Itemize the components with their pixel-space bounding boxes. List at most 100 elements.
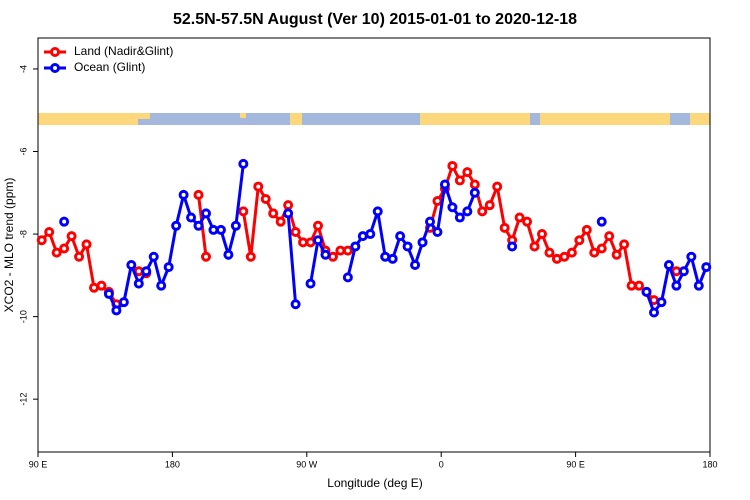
point	[537, 229, 547, 240]
point	[313, 235, 323, 246]
point	[402, 241, 413, 252]
land-strip	[240, 113, 246, 118]
point	[342, 245, 353, 256]
x-tick-label: 180	[702, 459, 717, 469]
point	[126, 260, 137, 271]
point	[36, 235, 47, 246]
point	[275, 216, 286, 227]
point	[499, 222, 510, 233]
y-tick-label: -12	[18, 393, 28, 406]
point	[589, 247, 600, 258]
point	[634, 280, 645, 291]
x-tick-label: 90 E	[566, 459, 585, 469]
point	[425, 216, 435, 227]
point	[74, 251, 85, 262]
point	[133, 278, 144, 289]
point	[604, 231, 615, 242]
point	[51, 247, 62, 258]
y-tick-label: -8	[18, 230, 28, 238]
land-strip	[138, 113, 150, 119]
point	[454, 175, 465, 186]
point	[268, 208, 279, 219]
point	[357, 231, 368, 242]
x-tick-label: 0	[439, 459, 444, 469]
point	[447, 202, 458, 213]
y-tick-label: -10	[18, 310, 28, 323]
legend-marker	[50, 47, 60, 57]
point	[313, 220, 323, 231]
point	[335, 245, 346, 256]
legend-label: Land (Nadir&Glint)	[74, 44, 173, 58]
point	[163, 262, 174, 273]
point	[387, 253, 398, 264]
point	[290, 299, 301, 310]
point	[44, 226, 55, 237]
point	[320, 249, 331, 260]
point	[186, 212, 197, 223]
point	[529, 241, 540, 252]
point	[342, 272, 353, 283]
point	[96, 280, 107, 291]
point	[447, 160, 458, 171]
point	[559, 251, 570, 262]
point	[477, 206, 488, 217]
point	[253, 181, 264, 192]
point	[641, 286, 652, 297]
point	[492, 181, 503, 192]
land-strip	[38, 113, 138, 125]
point	[671, 280, 682, 291]
point	[671, 266, 682, 277]
point	[454, 212, 465, 223]
point	[372, 206, 383, 217]
point	[283, 208, 294, 219]
point	[283, 200, 294, 211]
point	[522, 216, 533, 227]
point	[619, 239, 630, 250]
land-strip	[420, 113, 530, 125]
y-axis-label: XCO2 - MLO trend (ppm)	[2, 178, 16, 313]
point	[693, 280, 704, 291]
point	[178, 189, 189, 200]
point	[305, 237, 316, 248]
point	[193, 220, 204, 231]
land-strip	[690, 113, 710, 125]
land-strip	[540, 113, 670, 125]
y-tick-label: -4	[18, 65, 28, 73]
point	[417, 237, 428, 248]
point	[103, 288, 114, 299]
legend-marker	[50, 63, 60, 73]
chart-title: 52.5N-57.5N August (Ver 10) 2015-01-01 t…	[173, 11, 577, 28]
point	[66, 231, 77, 242]
point	[701, 262, 712, 273]
point	[469, 179, 480, 190]
point	[626, 280, 637, 291]
point	[410, 260, 421, 271]
plot-frame	[37, 37, 711, 453]
point	[260, 193, 271, 204]
point	[380, 251, 391, 262]
point	[171, 220, 182, 231]
point	[238, 206, 249, 217]
point	[514, 212, 525, 223]
x-tick-label: 90 E	[29, 459, 48, 469]
point	[649, 307, 659, 318]
point	[111, 305, 122, 316]
point	[59, 243, 70, 254]
point	[686, 251, 697, 262]
x-tick-label: 180	[165, 459, 180, 469]
point	[201, 208, 211, 219]
surface-strip	[38, 113, 710, 125]
point	[81, 239, 92, 250]
point	[245, 251, 256, 262]
point	[305, 278, 316, 289]
point	[118, 297, 129, 308]
point	[611, 249, 622, 260]
point	[596, 216, 607, 227]
point	[215, 224, 226, 235]
point	[469, 187, 480, 198]
point	[223, 249, 234, 260]
point	[656, 297, 667, 308]
point	[663, 260, 674, 271]
